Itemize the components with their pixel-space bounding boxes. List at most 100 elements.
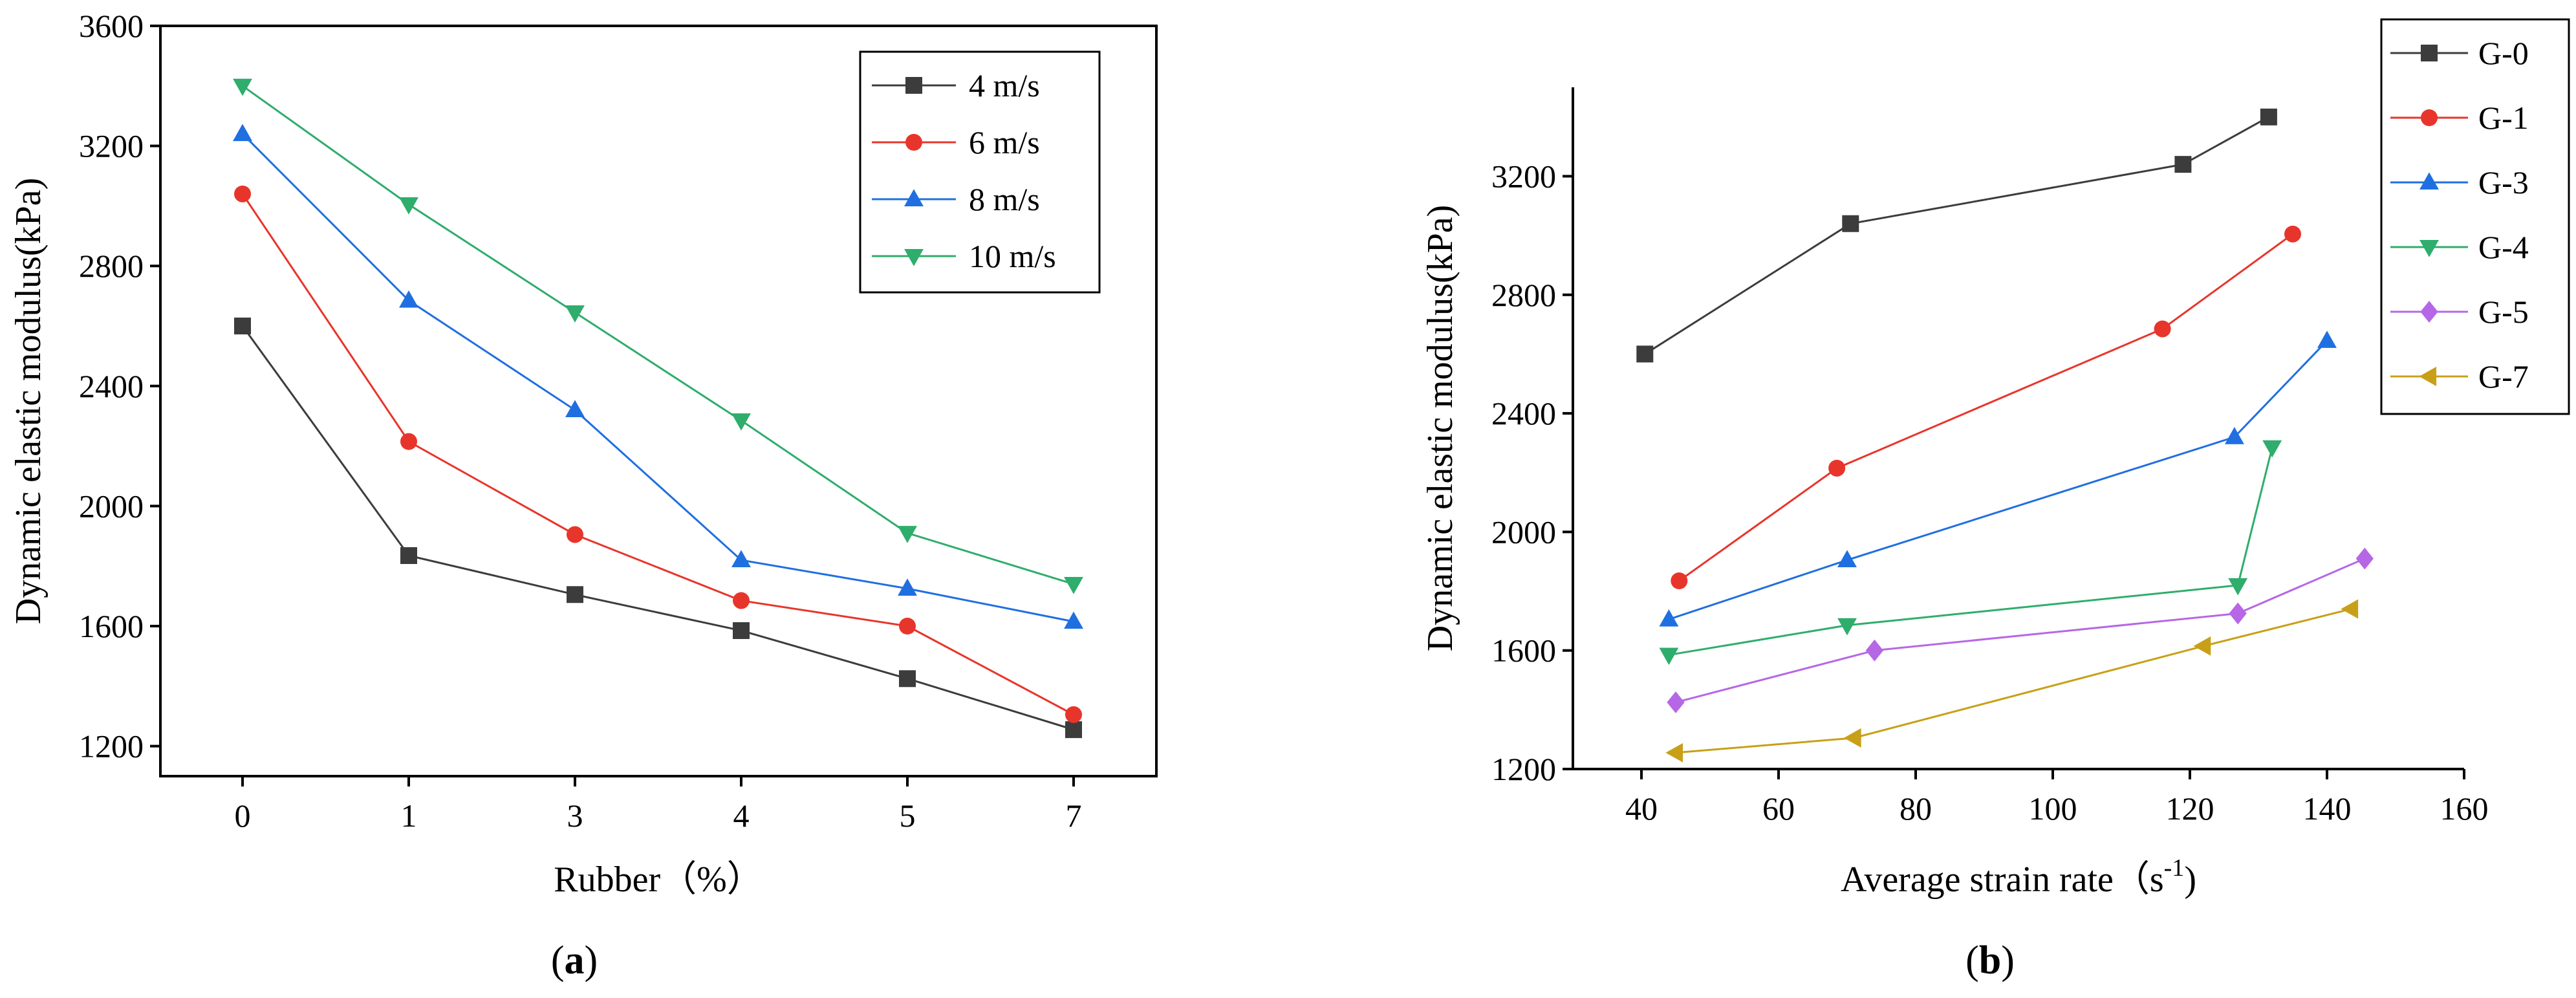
x-tick-label: 60 bbox=[1762, 790, 1795, 827]
series-line bbox=[1675, 558, 2365, 704]
y-tick-label: 2800 bbox=[79, 248, 144, 284]
data-point bbox=[1865, 639, 1884, 662]
legend-item: G-5 bbox=[2390, 294, 2529, 330]
data-point bbox=[2174, 156, 2192, 173]
data-point bbox=[1667, 691, 1685, 713]
data-point bbox=[2341, 599, 2359, 619]
legend-item: G-4 bbox=[2390, 229, 2529, 265]
data-point bbox=[400, 547, 417, 564]
y-tick-label: 2800 bbox=[1491, 277, 1556, 313]
legend-label: 6 m/s bbox=[969, 124, 1040, 160]
caption-letter: a bbox=[565, 938, 585, 982]
data-point bbox=[400, 433, 417, 450]
data-point bbox=[565, 400, 585, 417]
data-point bbox=[2193, 636, 2211, 656]
y-axis-title: Dynamic elastic modulus(kPa) bbox=[1420, 205, 1460, 652]
series-G-3 bbox=[1659, 331, 2337, 627]
series-line bbox=[241, 133, 1074, 623]
series-line bbox=[1644, 116, 2269, 355]
x-axis-title: Average strain rate（s-1) bbox=[1841, 854, 2196, 900]
legend-label: 4 m/s bbox=[969, 67, 1040, 103]
data-point bbox=[2317, 331, 2337, 348]
x-tick-label: 80 bbox=[1900, 790, 1932, 827]
caption-letter: b bbox=[1979, 938, 2001, 982]
series-G-1 bbox=[1671, 225, 2301, 590]
data-point bbox=[898, 578, 917, 596]
data-point bbox=[899, 618, 916, 635]
data-point bbox=[2228, 578, 2248, 596]
data-point bbox=[1065, 721, 1082, 739]
legend-label: G-0 bbox=[2478, 35, 2529, 71]
data-point bbox=[731, 413, 751, 431]
data-point bbox=[399, 290, 418, 308]
series-8-m-s bbox=[233, 124, 1083, 629]
data-point bbox=[2154, 320, 2171, 338]
data-point bbox=[1837, 618, 1857, 636]
data-point bbox=[731, 550, 751, 567]
data-point bbox=[899, 670, 916, 688]
series-4-m-s bbox=[234, 318, 1082, 739]
series-line bbox=[242, 85, 1074, 585]
data-point bbox=[1064, 576, 1083, 594]
y-tick-label: 1200 bbox=[79, 728, 144, 765]
series-10-m-s bbox=[233, 78, 1083, 594]
legend-marker bbox=[904, 248, 924, 266]
data-point bbox=[1842, 215, 1859, 232]
data-point bbox=[1671, 572, 1688, 590]
legend-item: G-0 bbox=[2390, 35, 2529, 71]
legend-label: G-4 bbox=[2478, 229, 2529, 265]
caption-open: ( bbox=[1965, 938, 1979, 982]
series-line bbox=[1668, 340, 2328, 621]
legend-marker bbox=[905, 77, 922, 94]
legend-item: G-7 bbox=[2390, 358, 2529, 395]
legend-marker bbox=[905, 134, 922, 151]
data-point bbox=[2229, 602, 2247, 625]
legend-label: 8 m/s bbox=[969, 181, 1040, 217]
data-point bbox=[567, 526, 583, 543]
legend-label: G-1 bbox=[2478, 100, 2529, 136]
y-tick-label: 2400 bbox=[79, 368, 144, 404]
x-tick-label: 160 bbox=[2440, 790, 2489, 827]
series-line bbox=[1669, 447, 2273, 656]
data-point bbox=[1064, 611, 1083, 629]
series-G-0 bbox=[1636, 108, 2277, 363]
caption-close: ) bbox=[2001, 938, 2015, 982]
caption-close: ) bbox=[585, 938, 598, 982]
caption-open: ( bbox=[551, 938, 565, 982]
data-point bbox=[2260, 108, 2277, 125]
data-point bbox=[567, 586, 583, 603]
legend-marker bbox=[2421, 45, 2438, 61]
x-tick-label: 40 bbox=[1625, 790, 1658, 827]
data-point bbox=[733, 622, 750, 639]
x-tick-label: 4 bbox=[733, 797, 750, 834]
legend-marker bbox=[2419, 367, 2437, 386]
legend-marker bbox=[2419, 172, 2439, 190]
y-tick-label: 1600 bbox=[1491, 633, 1556, 669]
x-tick-label: 0 bbox=[235, 797, 251, 834]
data-point bbox=[1837, 550, 1857, 567]
y-tick-label: 3600 bbox=[79, 8, 144, 44]
series-line bbox=[241, 325, 1074, 731]
legend-frame bbox=[859, 50, 1101, 294]
caption-a: (a) bbox=[551, 938, 598, 982]
series-line bbox=[1675, 608, 2352, 754]
series-6-m-s bbox=[234, 185, 1082, 723]
data-point bbox=[2355, 547, 2374, 570]
legend-label: G-7 bbox=[2478, 358, 2529, 395]
legend-label: G-3 bbox=[2478, 164, 2529, 201]
x-tick-label: 100 bbox=[2029, 790, 2077, 827]
x-tick-label: 5 bbox=[900, 797, 916, 834]
x-axis-title-close: ) bbox=[2184, 860, 2196, 900]
y-tick-label: 3200 bbox=[79, 128, 144, 164]
legend-marker bbox=[2420, 301, 2438, 323]
data-point bbox=[233, 78, 252, 96]
data-point bbox=[1065, 706, 1082, 723]
x-axis-title-main: Average strain rate（s bbox=[1841, 860, 2164, 900]
data-point bbox=[2284, 225, 2301, 243]
data-point bbox=[1659, 647, 1679, 666]
y-tick-label: 3200 bbox=[1491, 158, 1556, 194]
y-tick-label: 1200 bbox=[1491, 751, 1556, 787]
x-tick-label: 1 bbox=[401, 797, 417, 834]
y-tick-label: 2000 bbox=[79, 488, 144, 524]
